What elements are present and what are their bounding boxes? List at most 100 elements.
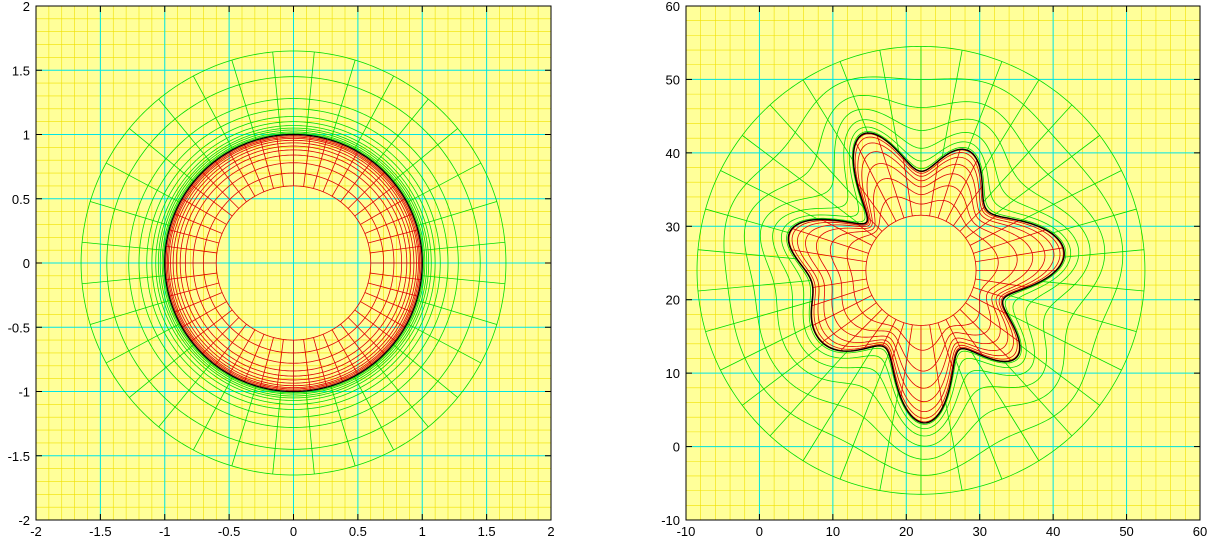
axis-ticks: -2 -1.5 -1 -0.5 0 0.5 1 1.5 2 -2 -1.5 -1 -0.5 0 0.5 1 1.… xyxy=(8,0,555,539)
outer-mesh-spoke xyxy=(742,343,824,406)
inner-mesh-spoke xyxy=(945,319,962,350)
inner-mesh-spoke xyxy=(214,323,247,366)
y-tick-label: -2 xyxy=(18,513,30,528)
outer-mesh-spoke xyxy=(82,241,166,251)
x-tick-label: 2 xyxy=(547,524,554,539)
inner-mesh-spoke xyxy=(973,229,1046,254)
inner-mesh-spoke xyxy=(243,144,265,192)
x-tick-label: 0 xyxy=(756,524,763,539)
inner-mesh-spoke xyxy=(959,309,1012,361)
outer-mesh-spoke xyxy=(158,362,213,428)
outer-mesh-spoke xyxy=(272,390,282,475)
mesh-plot-circle: -2 -1.5 -1 -0.5 0 0.5 1 1.5 2 -2 -1.5 -1 -0.5 0 0.5 1 1.… xyxy=(8,0,555,539)
inner-mesh-spoke xyxy=(303,135,311,187)
outer-mesh-spoke xyxy=(742,135,860,224)
outer-mesh-spoke xyxy=(839,61,869,134)
outer-mesh-spoke xyxy=(769,350,848,437)
inner-mesh-spoke xyxy=(174,213,223,234)
inner-mesh-spoke xyxy=(969,294,1008,315)
outer-mesh-spoke xyxy=(769,104,866,210)
outer-mesh-spoke xyxy=(697,280,812,292)
outer-mesh-spoke xyxy=(406,162,482,203)
inner-mesh-spoke xyxy=(331,151,359,197)
plot-frame xyxy=(685,5,1201,521)
inner-mesh-spoke xyxy=(866,216,883,232)
outer-mesh-spoke xyxy=(158,98,213,164)
y-tick-label: 2 xyxy=(23,0,30,14)
x-tick-label: 60 xyxy=(1193,524,1207,539)
outer-mesh-ring xyxy=(161,131,426,395)
inner-mesh-spoke xyxy=(202,171,240,209)
inner-mesh-spoke xyxy=(791,228,869,254)
outer-mesh-ring xyxy=(159,129,428,397)
outer-mesh-spoke xyxy=(720,170,819,220)
outer-mesh-ring xyxy=(723,76,1124,476)
inner-mesh-spoke xyxy=(202,317,240,355)
inner-mesh-spoke xyxy=(169,282,219,297)
outer-mesh-ring xyxy=(157,127,430,399)
inner-mesh-spoke xyxy=(354,184,396,217)
outer-mesh-spoke xyxy=(416,299,497,325)
outer-mesh-spoke xyxy=(983,104,1073,202)
outer-mesh-ring xyxy=(696,45,1146,495)
inner-mesh-spoke xyxy=(360,301,406,328)
inner-mesh-spoke xyxy=(856,181,889,227)
outer-mesh-spoke xyxy=(193,75,234,150)
outer-mesh-spoke xyxy=(406,323,482,364)
inner-mesh-spoke xyxy=(855,222,877,239)
outer-mesh-spoke xyxy=(90,299,171,325)
inner-mesh-spoke xyxy=(890,322,905,363)
outer-mesh-spoke xyxy=(330,385,356,467)
outer-mesh-spoke xyxy=(421,241,505,251)
inner-mesh-spoke xyxy=(370,272,422,281)
outer-mesh-spoke xyxy=(82,275,166,285)
y-tick-label: -10 xyxy=(661,513,680,528)
outer-mesh-spoke xyxy=(802,79,854,162)
inner-mesh-spoke xyxy=(360,198,406,225)
x-tick-label: 1.5 xyxy=(478,524,496,539)
inner-mesh-spoke xyxy=(791,249,867,263)
inner-mesh-spoke xyxy=(276,135,284,187)
y-tick-label: 30 xyxy=(666,219,680,234)
inner-mesh-spoke xyxy=(975,247,1064,263)
outer-mesh-spoke xyxy=(697,249,797,260)
x-tick-label: 0.5 xyxy=(349,524,367,539)
inner-mesh-spoke xyxy=(191,309,233,342)
y-tick-label: -0.5 xyxy=(8,320,30,335)
inner-mesh-spoke xyxy=(937,322,954,370)
outer-mesh-spoke xyxy=(392,128,458,182)
outer-mesh-spoke xyxy=(416,201,497,227)
inner-mesh-spoke xyxy=(340,160,373,203)
inner-mesh-spoke xyxy=(169,229,219,244)
x-tick-label: 30 xyxy=(972,524,986,539)
inner-mesh-spoke xyxy=(347,317,385,355)
outer-mesh-ring xyxy=(151,121,436,405)
inner-mesh-spoke xyxy=(354,309,396,342)
y-tick-label: 60 xyxy=(666,0,680,14)
outer-mesh-spoke xyxy=(353,376,394,451)
interface-curve xyxy=(164,133,423,393)
outer-mesh-spoke xyxy=(374,98,429,164)
inner-mesh-spoke xyxy=(812,294,873,326)
inner-mesh-spoke xyxy=(975,278,1028,288)
outer-mesh-spoke xyxy=(330,59,356,141)
outer-mesh-ring xyxy=(163,132,424,394)
outer-mesh-ring xyxy=(743,94,1106,460)
outer-mesh-spoke xyxy=(90,201,171,227)
inner-mesh-spoke xyxy=(811,286,869,307)
outer-mesh-spoke xyxy=(305,51,315,136)
outer-mesh-spoke xyxy=(421,275,505,285)
outer-mesh-spoke xyxy=(1006,312,1122,371)
inner-mesh-spoke xyxy=(340,323,373,366)
inner-mesh-spoke xyxy=(953,185,983,227)
outer-mesh-spoke xyxy=(1063,249,1145,258)
outer-mesh-ring xyxy=(780,126,1072,430)
inner-mesh-spoke xyxy=(959,206,986,232)
x-tick-label: 40 xyxy=(1046,524,1060,539)
x-tick-label: -0.5 xyxy=(218,524,240,539)
y-tick-label: 10 xyxy=(666,366,680,381)
inner-mesh xyxy=(164,134,423,392)
y-tick-label: 1 xyxy=(23,128,30,143)
inner-mesh-spoke xyxy=(276,339,284,391)
inner-mesh-spoke xyxy=(165,245,217,254)
